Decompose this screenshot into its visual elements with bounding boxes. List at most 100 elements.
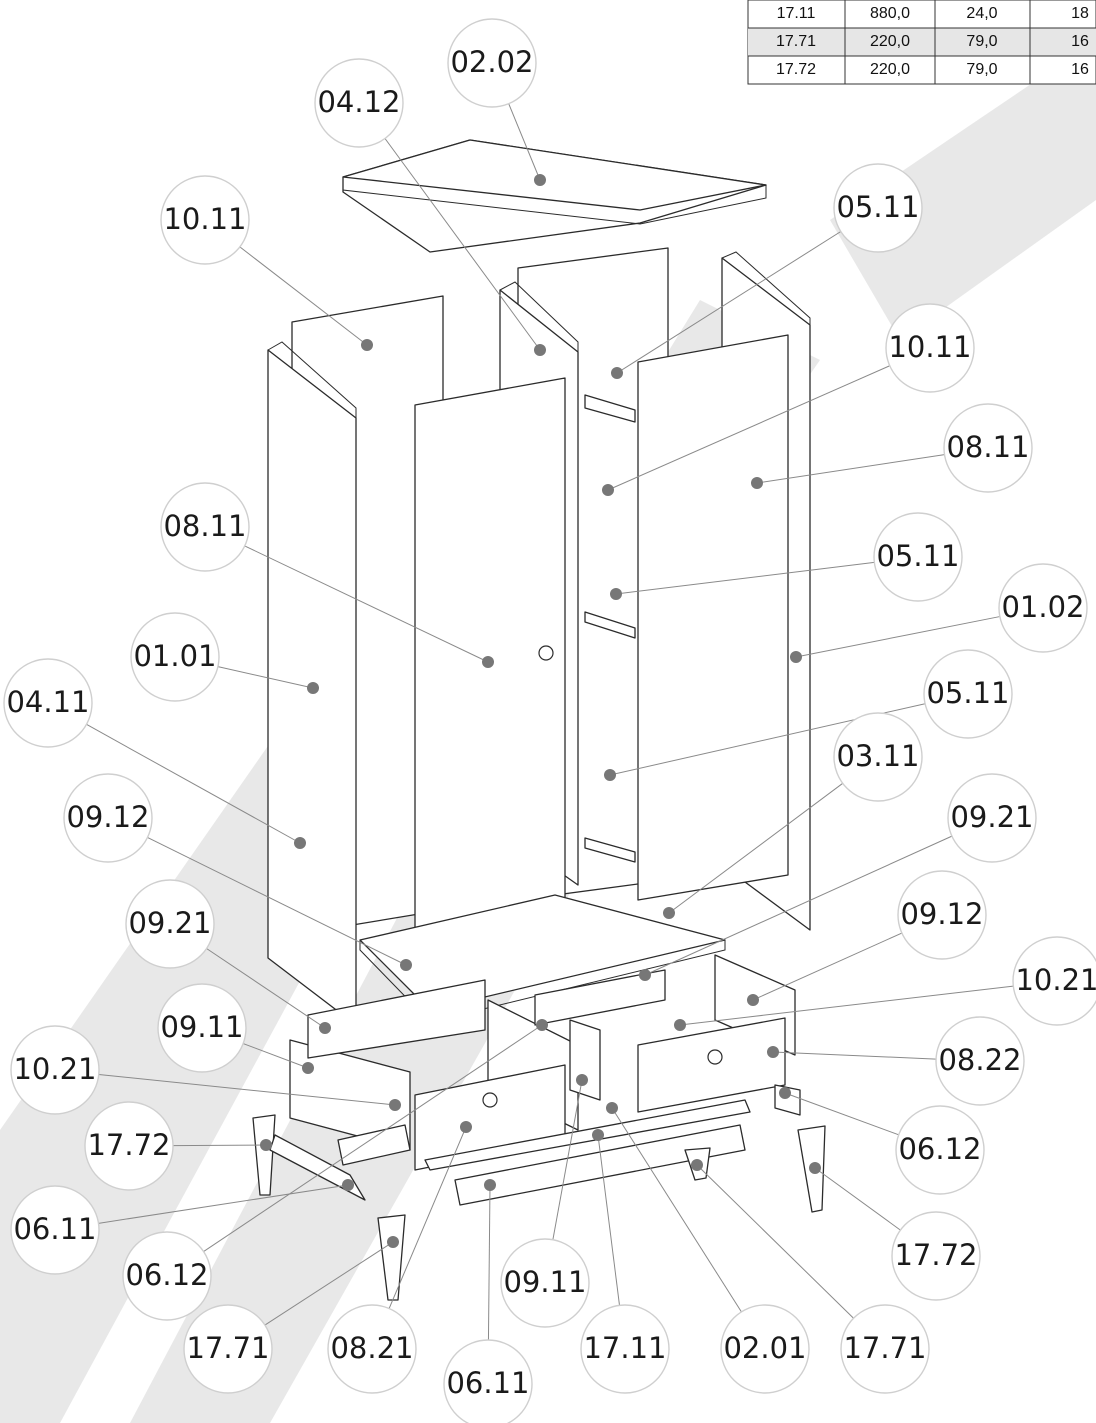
callout-label: 02.02 [450,45,533,79]
part-marker-dot [294,837,306,849]
leader-line [814,1167,901,1231]
callout-circle [873,512,963,602]
callout-circle [63,773,153,863]
callout-label: 09.12 [66,800,149,834]
leader-line [242,1043,309,1069]
callout-label: 05.11 [836,190,919,224]
leader-line [388,1126,467,1309]
callout-label: 09.11 [160,1010,243,1044]
drawer-right-knob [707,1049,723,1065]
leader-line [206,948,326,1029]
callout-label: 10.11 [888,330,971,364]
part-marker-dot [389,1099,401,1111]
part-marker-dot [576,1074,588,1086]
callout-circle [1012,936,1096,1026]
part-marker-dot [610,588,622,600]
part-marker-dot [307,682,319,694]
leader-line [244,545,489,663]
leg-left-back [252,1114,276,1196]
door-left-knob [538,645,554,661]
callout-circle [500,1238,590,1328]
table-cell: 16 [1071,61,1089,78]
callout-circle [943,403,1033,493]
part-marker-dot [319,1022,331,1034]
leader-line [607,365,890,491]
callout-circle [160,482,250,572]
callout-label: 10.11 [163,202,246,236]
table-cell: 79,0 [966,33,997,50]
callout-circle [897,870,987,960]
leader-line [752,932,903,1001]
callout-label: 05.11 [926,676,1009,710]
callout-label: 10.21 [13,1052,96,1086]
callout-circle [833,712,923,802]
callout-label: 08.21 [330,1331,413,1365]
callout-label: 09.21 [950,800,1033,834]
callout-circle [130,612,220,702]
leader-line [172,1144,267,1147]
callout-bubbles: 02.02 04.12 10.11 05.11 10.11 08.11 08.11 05.11… [3,18,1096,1423]
callout-label: 17.71 [186,1331,269,1365]
callout-circle [443,1339,533,1423]
callout-circle [895,1105,985,1195]
part-marker-dot [387,1236,399,1248]
part-marker-dot [592,1129,604,1141]
part-marker-dot [536,1019,548,1031]
callout-circle [125,879,215,969]
leader-line [772,1051,937,1060]
callout-label: 17.72 [87,1128,170,1162]
callout-circle [935,1016,1025,1106]
callout-label: 06.11 [446,1366,529,1400]
watermark-band-4 [830,40,1096,340]
leg-left-front [377,1214,406,1301]
callout-label: 17.72 [894,1238,977,1272]
leader-line [239,246,368,346]
callout-circle [160,175,250,265]
part-marker-dot [534,174,546,186]
leader-line [384,138,541,351]
callout-circle [885,303,975,393]
leader-line [98,1074,396,1106]
leader-line [668,782,844,914]
leader-line [611,1107,742,1313]
leader-line [147,837,407,966]
callout-label: 08.22 [938,1043,1021,1077]
leader-line [552,1079,583,1240]
part-marker-dot [639,969,651,981]
table-cell: 17.11 [777,5,816,22]
leader-line [86,723,301,844]
door-right [637,334,789,901]
part-marker-dot [790,651,802,663]
part-marker-dot [747,994,759,1006]
leader-line [615,561,875,595]
leader-line [696,1164,854,1319]
callout-circle [314,58,404,148]
callout-circle [183,1304,273,1394]
callout-label: 01.01 [133,639,216,673]
leader-line [98,1184,349,1224]
callout-circle [833,163,923,253]
callout-label: 03.11 [836,739,919,773]
part-marker-dot [604,769,616,781]
part-marker-dot [751,477,763,489]
callout-label: 04.12 [317,85,400,119]
table-cell: 220,0 [870,61,910,78]
leader-line [508,103,541,181]
callout-label: 01.02 [1001,590,1084,624]
part-marker-dot [460,1121,472,1133]
part-marker-dot [611,367,623,379]
part-marker-dot [534,344,546,356]
leader-line [616,231,842,374]
drawer-right-back [534,969,666,1026]
part-marker-dot [779,1087,791,1099]
part-marker-dot [361,339,373,351]
part-marker-dot [484,1179,496,1191]
leader-line [264,1241,394,1326]
callout-label: 08.11 [946,430,1029,464]
table-cell: 24,0 [966,5,997,22]
callout-label: 06.12 [125,1258,208,1292]
callout-leaders [86,103,1014,1341]
leader-line [795,616,1000,658]
wardrobe-drawing [252,139,826,1301]
part-marker-dot [767,1046,779,1058]
